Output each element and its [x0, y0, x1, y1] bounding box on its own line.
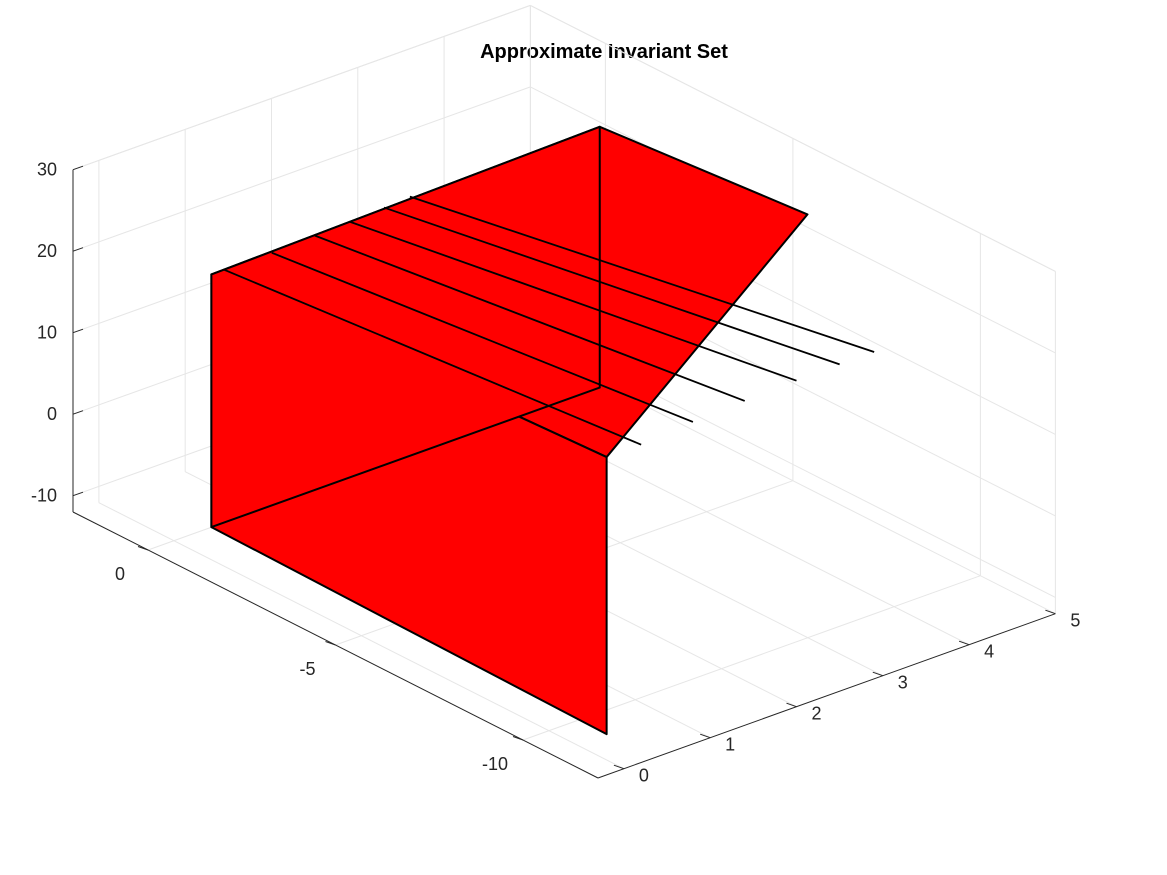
y-tick-label: 4	[984, 642, 994, 662]
chart-title: Approximate Invariant Set	[480, 41, 728, 63]
z-tick	[72, 165, 84, 171]
z-tick-label: 0	[47, 404, 57, 424]
y-tick-label: 3	[898, 673, 908, 693]
ridge-line	[223, 268, 642, 446]
z-tick-label: 10	[37, 323, 57, 343]
y-tick-label: 0	[639, 766, 649, 786]
ridge-line	[349, 220, 797, 382]
axes	[72, 165, 1056, 779]
y-tick-label: 2	[811, 704, 821, 724]
grid-edge	[530, 4, 1056, 272]
z-tick	[72, 247, 84, 252]
y-tick	[1045, 609, 1056, 615]
x-tick-label: 0	[115, 564, 125, 584]
y-tick	[613, 764, 625, 770]
y-tick-label: 1	[725, 735, 735, 755]
y-axis-line	[597, 613, 1056, 779]
z-tick-label: 20	[37, 241, 57, 261]
y-tick	[786, 702, 797, 708]
y-tick	[872, 671, 883, 677]
x-tick	[512, 736, 524, 741]
y-tick	[958, 640, 970, 646]
x-tick-label: -10	[482, 754, 508, 774]
x-tick	[325, 641, 336, 646]
y-tick-label: 5	[1070, 611, 1080, 631]
z-tick-label: -10	[31, 486, 57, 506]
grid-line-y-floor	[98, 502, 625, 770]
ridge-line	[314, 234, 746, 402]
grid-line-z-side	[72, 86, 531, 252]
ridge-line	[409, 195, 875, 353]
y-tick	[700, 733, 711, 739]
x-tick-label: -5	[299, 659, 315, 679]
tick-labels: -10 -5 0 0 1 2 3 4 5 -10 0 10 20 30	[31, 160, 1080, 786]
ridge-line	[383, 206, 840, 366]
z-tick	[72, 410, 84, 415]
ridge-lines	[223, 195, 875, 446]
z-tick	[72, 491, 84, 497]
grid-edge	[72, 4, 531, 171]
x-tick	[137, 546, 149, 551]
z-tick	[72, 328, 84, 334]
ridge-line	[271, 251, 694, 423]
z-tick-label: 30	[37, 160, 57, 180]
